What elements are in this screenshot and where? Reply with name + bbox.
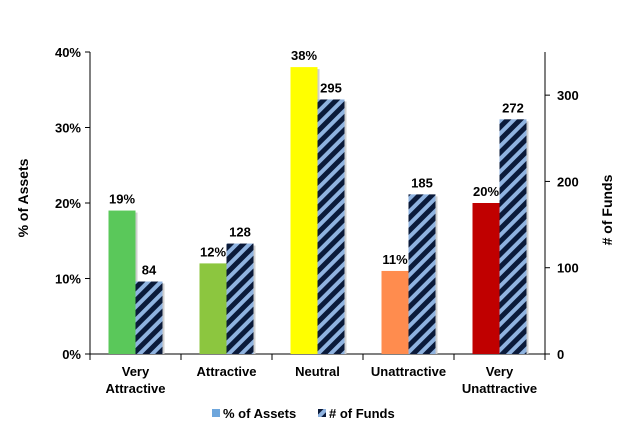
y-tick-label: 10%: [55, 272, 81, 287]
bar-funds: [499, 119, 527, 354]
data-label-funds: 295: [320, 80, 342, 95]
bar-assets: [381, 270, 409, 354]
data-label-assets: 38%: [291, 48, 317, 63]
axes: 0% 10% 20% 30% 40% 0 100 200 300 Very Attractive At…: [55, 45, 579, 396]
bar-funds: [226, 243, 254, 354]
x-tick-label: Neutral: [295, 364, 340, 379]
bar-assets: [472, 203, 500, 354]
data-label-assets: 11%: [382, 252, 408, 267]
data-label-assets: 19%: [109, 192, 135, 207]
data-label-funds: 84: [142, 263, 157, 278]
legend-swatch-assets: [212, 409, 220, 417]
y2-tick-label: 200: [557, 174, 579, 189]
y2-tick-label: 100: [557, 261, 579, 276]
legend-swatch-funds: [318, 409, 326, 417]
legend: % of Assets # of Funds: [212, 406, 395, 421]
bar-assets: [108, 210, 136, 354]
data-label-funds: 128: [229, 225, 251, 240]
y2-tick-label: 300: [557, 88, 579, 103]
bars: [108, 67, 529, 354]
y-axis-title: % of Assets: [15, 158, 31, 237]
data-label-funds: 185: [411, 175, 433, 190]
y2-tick-label: 0: [557, 347, 564, 362]
bar-assets: [290, 67, 318, 354]
y-tick-label: 20%: [55, 196, 81, 211]
bar-funds: [135, 281, 163, 354]
legend-label-funds: # of Funds: [329, 406, 395, 421]
y-tick-label: 40%: [55, 45, 81, 60]
data-label-assets: 20%: [473, 184, 499, 199]
data-labels: 19% 84 12%128 38% 295 11% 185 20% 272: [109, 48, 524, 277]
data-label-funds: 272: [502, 100, 524, 115]
x-tick-label: Very Attractive: [106, 364, 166, 396]
y-tick-label: 30%: [55, 121, 81, 136]
y-tick-label: 0%: [62, 347, 81, 362]
data-label-assets: 12%: [200, 244, 226, 259]
legend-label-assets: % of Assets: [223, 406, 296, 421]
x-tick-label: Attractive: [197, 364, 257, 379]
bar-funds: [317, 99, 345, 354]
bar-funds: [408, 194, 436, 354]
bar-assets: [199, 263, 227, 354]
x-tick-label: Unattractive: [371, 364, 446, 379]
x-tick-label: Very Unattractive: [462, 364, 537, 396]
y2-axis-title: # of Funds: [599, 174, 615, 245]
